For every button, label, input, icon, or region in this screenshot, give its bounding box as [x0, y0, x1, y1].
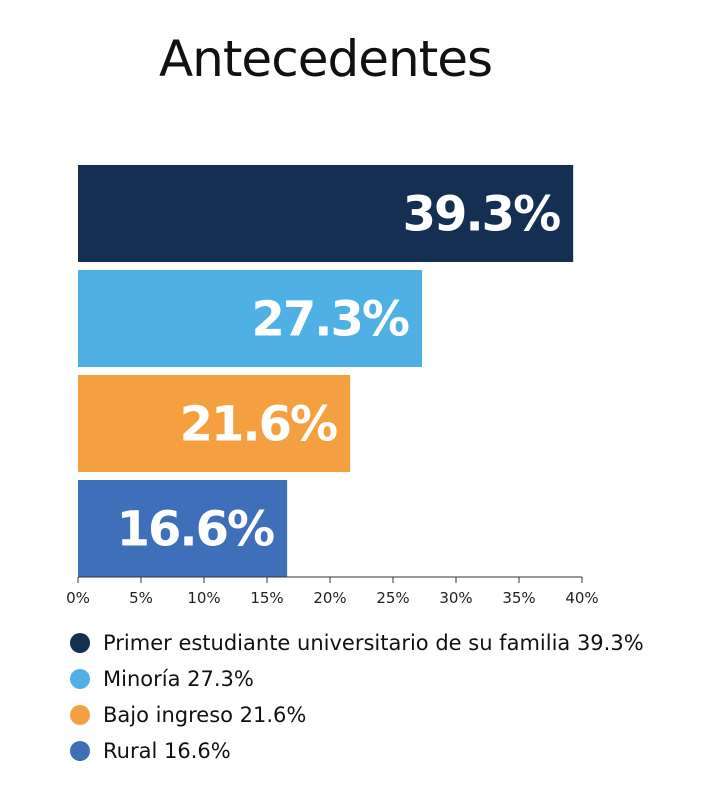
- bar-value-label: 21.6%: [180, 397, 337, 453]
- x-tick-label: 10%: [187, 589, 220, 607]
- legend-swatch: [70, 669, 90, 689]
- bar-0: [78, 165, 574, 262]
- x-tick-label: 40%: [565, 589, 598, 607]
- bar-3: [78, 480, 288, 577]
- legend-swatch: [70, 705, 90, 725]
- legend-item: Rural 16.6%: [70, 733, 644, 769]
- chart-title: Antecedentes: [158, 30, 493, 88]
- legend-item: Minoría 27.3%: [70, 661, 644, 697]
- bar-value-label: 27.3%: [251, 292, 408, 348]
- legend-label: Rural 16.6%: [103, 739, 231, 763]
- legend-item: Bajo ingreso 21.6%: [70, 697, 644, 733]
- legend-swatch: [70, 633, 90, 653]
- legend-swatch: [70, 741, 90, 761]
- x-tick-label: 25%: [376, 589, 409, 607]
- x-tick-label: 5%: [129, 589, 153, 607]
- bar-value-label: 39.3%: [403, 187, 560, 243]
- bar-value-label: 16.6%: [117, 502, 274, 558]
- x-axis: 0% 5% 10% 15% 20% 25% 30% 35% 40%: [66, 576, 599, 607]
- x-tick-label: 15%: [250, 589, 283, 607]
- legend-label: Minoría 27.3%: [103, 667, 254, 691]
- x-tick-label: 20%: [313, 589, 346, 607]
- legend-label: Primer estudiante universitario de su fa…: [103, 631, 644, 655]
- x-tick-label: 30%: [439, 589, 472, 607]
- bar-2: [78, 375, 351, 472]
- x-tick-label: 0%: [66, 589, 90, 607]
- legend: Primer estudiante universitario de su fa…: [70, 625, 644, 769]
- bar-chart: 39.3% 27.3% 21.6% 16.6% 0% 5% 10% 15% 20% 25% 30%…: [66, 165, 599, 607]
- legend-label: Bajo ingreso 21.6%: [103, 703, 307, 727]
- x-tick-label: 35%: [502, 589, 535, 607]
- bar-1: [78, 270, 422, 367]
- bars-group: 39.3% 27.3% 21.6% 16.6%: [78, 165, 574, 577]
- legend-item: Primer estudiante universitario de su fa…: [70, 625, 644, 661]
